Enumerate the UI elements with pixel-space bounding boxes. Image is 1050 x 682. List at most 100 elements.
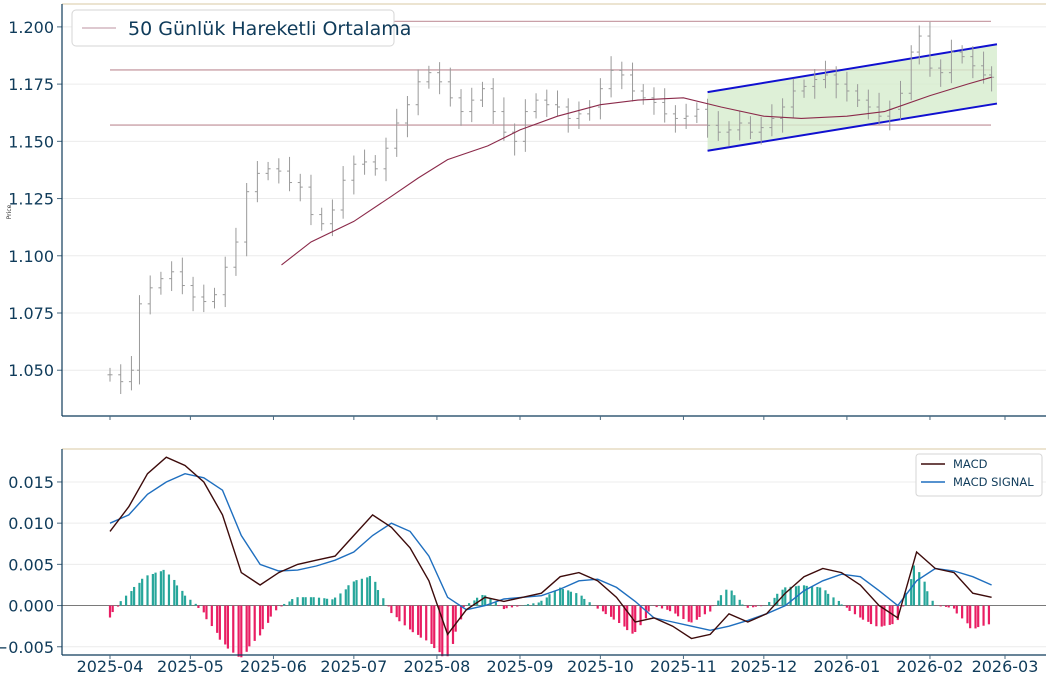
macd-histogram-bar	[867, 606, 869, 622]
macd-histogram-bar	[567, 590, 569, 605]
macd-histogram-bar	[152, 574, 154, 606]
macd-histogram-bar	[240, 606, 242, 658]
macd-histogram-bar	[811, 586, 813, 605]
macd-histogram-bar	[840, 604, 842, 605]
macd-histogram-bar	[634, 606, 636, 632]
macd-histogram-bar	[575, 593, 577, 605]
macd-histogram-bar	[511, 606, 513, 608]
date-tick-label: 2025-08	[403, 657, 470, 676]
price-grid	[62, 4, 1046, 370]
macd-histogram-bar	[168, 574, 170, 605]
date-tick-label: 2026-02	[897, 657, 964, 676]
macd-histogram-bar	[910, 579, 912, 605]
date-tick-label: 2026-01	[813, 657, 880, 676]
macd-histogram-bar	[948, 606, 950, 608]
macd-histogram-bar	[977, 606, 979, 628]
macd-histogram-bar	[524, 605, 526, 606]
macd-histogram-bar	[819, 588, 821, 606]
macd-histogram-bar	[283, 604, 285, 606]
macd-histogram-bar	[704, 606, 706, 615]
macd-histogram-bar	[195, 604, 197, 606]
macd-histogram-bar	[562, 589, 564, 606]
macd-histogram-bar	[125, 596, 127, 606]
macd-histogram-bar	[755, 606, 757, 607]
price-ytick-label: 1.075	[8, 304, 54, 323]
macd-histogram-bar	[881, 606, 883, 627]
date-tick-label: 2026-03	[972, 657, 1039, 676]
macd-histogram-bar	[280, 606, 282, 607]
macd-histogram-bar	[162, 570, 164, 606]
macd-legend-label-macd: MACD	[953, 457, 988, 471]
macd-histogram-bar	[739, 600, 741, 606]
macd-histogram-bar	[211, 606, 213, 626]
macd-histogram-bar	[712, 606, 714, 607]
macd-histogram-bar	[516, 606, 518, 607]
macd-histogram-bar	[538, 602, 540, 605]
macd-histogram-bar	[532, 603, 534, 605]
macd-histogram-bar	[495, 602, 497, 605]
macd-histogram-bar	[238, 606, 240, 657]
date-tick-label: 2025-09	[487, 657, 554, 676]
macd-histogram-bar	[205, 606, 207, 620]
macd-histogram-bar	[870, 606, 872, 625]
macd-histogram-bar	[291, 599, 293, 606]
macd-histogram-bar	[133, 587, 135, 606]
macd-histogram-bar	[246, 606, 248, 652]
macd-histogram-bar	[396, 606, 398, 618]
macd-histogram-bar	[130, 591, 132, 606]
macd-histogram-bar	[412, 606, 414, 633]
macd-histogram-bar	[109, 606, 111, 618]
macd-histogram-bar	[610, 606, 612, 617]
macd-histogram-bar	[326, 599, 328, 606]
macd-histogram-bar	[838, 601, 840, 606]
macd-histogram-bar	[433, 606, 435, 649]
macd-plot	[109, 457, 992, 657]
macd-histogram-bar	[731, 591, 733, 606]
macd-histogram-bar	[605, 606, 607, 615]
macd-histogram-bar	[768, 602, 770, 606]
macd-histogram-bar	[331, 599, 333, 605]
macd-histogram-bar	[302, 597, 304, 605]
macd-histogram-bar	[270, 606, 272, 617]
macd-histogram-bar	[741, 604, 743, 605]
macd-histogram-bar	[816, 587, 818, 606]
macd-histogram-bar	[674, 606, 676, 614]
macd-histogram-bar	[146, 575, 148, 605]
macd-histogram-bar	[527, 604, 529, 605]
macd-histogram-bar	[760, 606, 762, 607]
price-ytick-label: 1.175	[8, 75, 54, 94]
macd-histogram-bar	[583, 599, 585, 606]
macd-histogram-bar	[827, 594, 829, 606]
macd-histogram-bar	[824, 590, 826, 605]
price-plot	[108, 21, 997, 394]
macd-histogram-bar	[452, 606, 454, 644]
macd-histogram-bar	[747, 606, 749, 608]
macd-histogram-bar	[455, 606, 457, 632]
macd-histogram-bar	[262, 606, 264, 630]
macd-histogram-bar	[661, 606, 663, 609]
macd-ytick-label: −0.005	[0, 638, 54, 657]
macd-histogram-bar	[688, 606, 690, 622]
macd-histogram-bar	[339, 593, 341, 605]
macd-histogram-bar	[945, 606, 947, 607]
macd-histogram-bar	[417, 606, 419, 635]
macd-histogram-bar	[160, 571, 162, 605]
macd-histogram-bar	[366, 577, 368, 605]
macd-histogram-bar	[854, 606, 856, 615]
macd-histogram-bar	[656, 606, 658, 608]
macd-histogram-bar	[784, 587, 786, 605]
macd-histogram-bar	[382, 598, 384, 605]
macd-histogram-bar	[305, 597, 307, 605]
macd-histogram-bar	[120, 601, 122, 605]
macd-histogram-bar	[355, 580, 357, 605]
macd-histogram-bar	[589, 602, 591, 605]
macd-histogram-bar	[420, 606, 422, 638]
macd-histogram-bar	[969, 606, 971, 629]
macd-histogram-bar	[219, 606, 221, 640]
date-tick-label: 2025-12	[730, 657, 797, 676]
date-tick-label: 2025-06	[240, 657, 307, 676]
macd-histogram-bar	[682, 606, 684, 619]
macd-histogram-bar	[173, 580, 175, 606]
